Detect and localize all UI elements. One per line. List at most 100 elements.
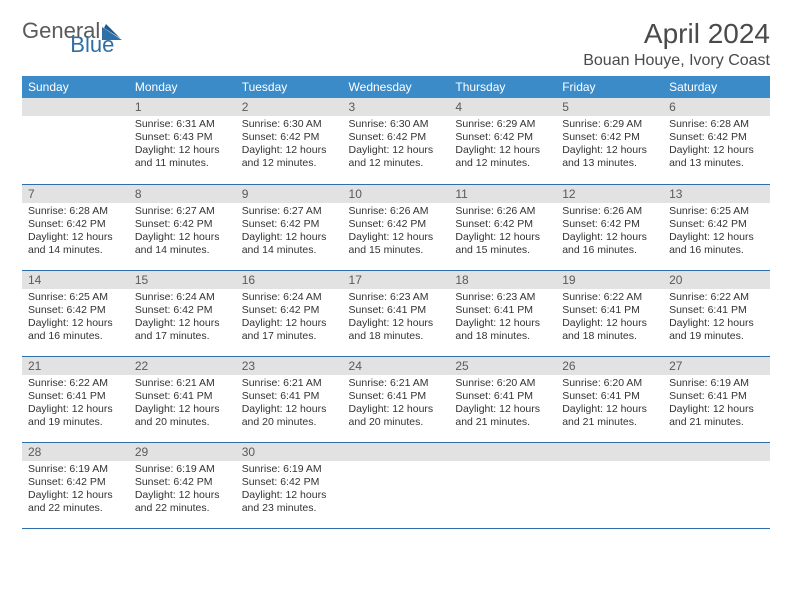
day-number: 2 (236, 98, 343, 116)
daylight-text: Daylight: 12 hours and 14 minutes. (135, 231, 230, 257)
calendar-day-cell: 25Sunrise: 6:20 AMSunset: 6:41 PMDayligh… (449, 356, 556, 442)
sunset-text: Sunset: 6:42 PM (562, 131, 657, 144)
day-number: 28 (22, 443, 129, 461)
calendar-day-cell (343, 442, 450, 528)
sunrise-text: Sunrise: 6:28 AM (669, 118, 764, 131)
daylight-text: Daylight: 12 hours and 16 minutes. (28, 317, 123, 343)
day-details: Sunrise: 6:19 AMSunset: 6:42 PMDaylight:… (129, 461, 236, 519)
sunset-text: Sunset: 6:41 PM (562, 304, 657, 317)
day-number: 20 (663, 271, 770, 289)
location: Bouan Houye, Ivory Coast (583, 52, 770, 70)
daylight-text: Daylight: 12 hours and 18 minutes. (349, 317, 444, 343)
day-details: Sunrise: 6:28 AMSunset: 6:42 PMDaylight:… (663, 116, 770, 174)
calendar-day-cell: 28Sunrise: 6:19 AMSunset: 6:42 PMDayligh… (22, 442, 129, 528)
sunset-text: Sunset: 6:42 PM (242, 218, 337, 231)
daylight-text: Daylight: 12 hours and 14 minutes. (28, 231, 123, 257)
day-number: 21 (22, 357, 129, 375)
day-number: 11 (449, 185, 556, 203)
day-details: Sunrise: 6:29 AMSunset: 6:42 PMDaylight:… (556, 116, 663, 174)
day-number: 27 (663, 357, 770, 375)
sunset-text: Sunset: 6:41 PM (135, 390, 230, 403)
daylight-text: Daylight: 12 hours and 12 minutes. (349, 144, 444, 170)
calendar-day-cell: 7Sunrise: 6:28 AMSunset: 6:42 PMDaylight… (22, 184, 129, 270)
title-block: April 2024 Bouan Houye, Ivory Coast (583, 18, 770, 70)
sunrise-text: Sunrise: 6:29 AM (455, 118, 550, 131)
sunset-text: Sunset: 6:42 PM (455, 131, 550, 144)
sunrise-text: Sunrise: 6:26 AM (349, 205, 444, 218)
daylight-text: Daylight: 12 hours and 14 minutes. (242, 231, 337, 257)
day-details: Sunrise: 6:19 AMSunset: 6:41 PMDaylight:… (663, 375, 770, 433)
day-details: Sunrise: 6:27 AMSunset: 6:42 PMDaylight:… (236, 203, 343, 261)
sunset-text: Sunset: 6:42 PM (349, 218, 444, 231)
sunrise-text: Sunrise: 6:21 AM (135, 377, 230, 390)
sunrise-text: Sunrise: 6:29 AM (562, 118, 657, 131)
sunrise-text: Sunrise: 6:23 AM (455, 291, 550, 304)
sunset-text: Sunset: 6:41 PM (669, 390, 764, 403)
day-number: 26 (556, 357, 663, 375)
calendar-day-cell: 23Sunrise: 6:21 AMSunset: 6:41 PMDayligh… (236, 356, 343, 442)
day-details: Sunrise: 6:21 AMSunset: 6:41 PMDaylight:… (129, 375, 236, 433)
header-row: General Blue April 2024 Bouan Houye, Ivo… (22, 18, 770, 70)
daylight-text: Daylight: 12 hours and 16 minutes. (669, 231, 764, 257)
day-number: 7 (22, 185, 129, 203)
weekday-header: Monday (129, 76, 236, 98)
sunset-text: Sunset: 6:42 PM (669, 218, 764, 231)
calendar-day-cell: 19Sunrise: 6:22 AMSunset: 6:41 PMDayligh… (556, 270, 663, 356)
sunrise-text: Sunrise: 6:22 AM (28, 377, 123, 390)
calendar-day-cell: 18Sunrise: 6:23 AMSunset: 6:41 PMDayligh… (449, 270, 556, 356)
sunset-text: Sunset: 6:41 PM (28, 390, 123, 403)
calendar-day-cell (22, 98, 129, 184)
day-details: Sunrise: 6:24 AMSunset: 6:42 PMDaylight:… (236, 289, 343, 347)
sunrise-text: Sunrise: 6:19 AM (242, 463, 337, 476)
calendar-day-cell: 8Sunrise: 6:27 AMSunset: 6:42 PMDaylight… (129, 184, 236, 270)
sunrise-text: Sunrise: 6:30 AM (349, 118, 444, 131)
calendar-day-cell: 10Sunrise: 6:26 AMSunset: 6:42 PMDayligh… (343, 184, 450, 270)
weekday-header: Tuesday (236, 76, 343, 98)
sunrise-text: Sunrise: 6:22 AM (669, 291, 764, 304)
day-number: 29 (129, 443, 236, 461)
day-number: 1 (129, 98, 236, 116)
day-number: 6 (663, 98, 770, 116)
sunrise-text: Sunrise: 6:20 AM (455, 377, 550, 390)
daylight-text: Daylight: 12 hours and 21 minutes. (455, 403, 550, 429)
day-details: Sunrise: 6:19 AMSunset: 6:42 PMDaylight:… (236, 461, 343, 519)
daylight-text: Daylight: 12 hours and 20 minutes. (135, 403, 230, 429)
daylight-text: Daylight: 12 hours and 16 minutes. (562, 231, 657, 257)
sunset-text: Sunset: 6:42 PM (28, 476, 123, 489)
calendar-day-cell: 6Sunrise: 6:28 AMSunset: 6:42 PMDaylight… (663, 98, 770, 184)
sunset-text: Sunset: 6:42 PM (562, 218, 657, 231)
daylight-text: Daylight: 12 hours and 18 minutes. (562, 317, 657, 343)
calendar-week-row: 7Sunrise: 6:28 AMSunset: 6:42 PMDaylight… (22, 184, 770, 270)
day-details: Sunrise: 6:22 AMSunset: 6:41 PMDaylight:… (663, 289, 770, 347)
daylight-text: Daylight: 12 hours and 22 minutes. (135, 489, 230, 515)
sunset-text: Sunset: 6:42 PM (242, 304, 337, 317)
day-number: 17 (343, 271, 450, 289)
day-number: 3 (343, 98, 450, 116)
calendar-week-row: 14Sunrise: 6:25 AMSunset: 6:42 PMDayligh… (22, 270, 770, 356)
day-number: 25 (449, 357, 556, 375)
sunset-text: Sunset: 6:42 PM (455, 218, 550, 231)
calendar-day-cell: 5Sunrise: 6:29 AMSunset: 6:42 PMDaylight… (556, 98, 663, 184)
day-details: Sunrise: 6:22 AMSunset: 6:41 PMDaylight:… (556, 289, 663, 347)
day-details: Sunrise: 6:30 AMSunset: 6:42 PMDaylight:… (343, 116, 450, 174)
daylight-text: Daylight: 12 hours and 20 minutes. (349, 403, 444, 429)
day-number: 5 (556, 98, 663, 116)
day-number-bar (449, 443, 556, 461)
day-number: 8 (129, 185, 236, 203)
logo: General Blue (22, 18, 166, 44)
day-number: 13 (663, 185, 770, 203)
calendar-day-cell (663, 442, 770, 528)
day-number: 18 (449, 271, 556, 289)
weekday-header: Wednesday (343, 76, 450, 98)
daylight-text: Daylight: 12 hours and 21 minutes. (669, 403, 764, 429)
weekday-header: Sunday (22, 76, 129, 98)
day-number-bar (663, 443, 770, 461)
calendar-day-cell: 1Sunrise: 6:31 AMSunset: 6:43 PMDaylight… (129, 98, 236, 184)
sunrise-text: Sunrise: 6:28 AM (28, 205, 123, 218)
calendar-day-cell: 17Sunrise: 6:23 AMSunset: 6:41 PMDayligh… (343, 270, 450, 356)
calendar-day-cell: 11Sunrise: 6:26 AMSunset: 6:42 PMDayligh… (449, 184, 556, 270)
calendar-day-cell: 2Sunrise: 6:30 AMSunset: 6:42 PMDaylight… (236, 98, 343, 184)
weekday-header: Thursday (449, 76, 556, 98)
day-details: Sunrise: 6:20 AMSunset: 6:41 PMDaylight:… (556, 375, 663, 433)
sunrise-text: Sunrise: 6:31 AM (135, 118, 230, 131)
